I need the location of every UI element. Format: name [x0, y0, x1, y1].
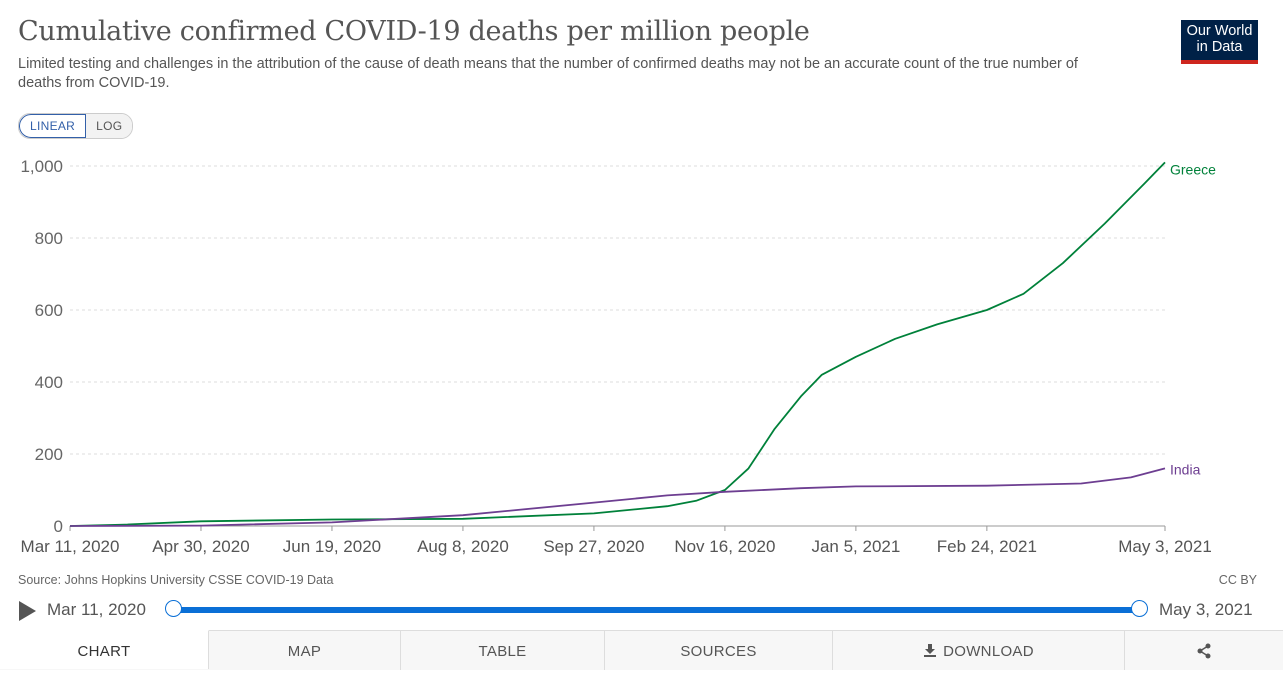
x-tick-label: Apr 30, 2020 [152, 537, 249, 556]
x-tick-label: Jan 5, 2021 [811, 537, 900, 556]
y-tick-label: 200 [35, 445, 63, 464]
timeline-end-handle[interactable] [1131, 600, 1148, 617]
timeline-track[interactable] [173, 607, 1139, 613]
x-tick-label: Mar 11, 2020 [21, 537, 120, 556]
y-tick-label: 1,000 [20, 157, 63, 176]
x-tick-label: Nov 16, 2020 [674, 537, 775, 556]
scale-toggle: LINEAR LOG [18, 113, 134, 139]
tab-bar: CHART MAP TABLE SOURCES DOWNLOAD [0, 630, 1283, 670]
timeline-end-label: May 3, 2021 [1159, 600, 1253, 619]
timeline-start-label: Mar 11, 2020 [47, 600, 146, 619]
download-icon [924, 644, 937, 657]
source-note[interactable]: Source: Johns Hopkins University CSSE CO… [18, 573, 334, 587]
series-label-india: India [1170, 461, 1201, 477]
x-tick-label: May 3, 2021 [1118, 537, 1212, 556]
chart-subtitle: Limited testing and challenges in the at… [18, 56, 1078, 91]
x-tick-label: Jun 19, 2020 [283, 537, 381, 556]
y-tick-label: 800 [35, 229, 63, 248]
share-icon [1197, 643, 1211, 659]
x-tick-label: Aug 8, 2020 [417, 537, 509, 556]
x-tick-label: Sep 27, 2020 [543, 537, 644, 556]
logo-line-1: Our World [1186, 23, 1253, 39]
timeline-start-handle[interactable] [165, 600, 182, 617]
tab-table[interactable]: TABLE [401, 631, 605, 670]
license-label[interactable]: CC BY [1218, 573, 1257, 587]
series-line-india [69, 467, 1166, 527]
tab-download[interactable]: DOWNLOAD [833, 631, 1125, 670]
tab-map[interactable]: MAP [209, 631, 401, 670]
tab-sources[interactable]: SOURCES [605, 631, 833, 670]
y-tick-label: 0 [54, 517, 63, 536]
play-icon[interactable] [19, 601, 36, 621]
linear-scale-button[interactable]: LINEAR [19, 114, 87, 138]
owid-logo[interactable]: Our World in Data [1181, 20, 1258, 64]
chart-title: Cumulative confirmed COVID-19 deaths per… [18, 16, 810, 47]
y-tick-label: 600 [35, 301, 63, 320]
series-line-greece [69, 161, 1166, 527]
line-chart: 0 200 400 600 800 1,000 Mar 11, 2020 Apr 30, 20… [20, 157, 1216, 556]
series-label-greece: Greece [1170, 161, 1216, 177]
tab-chart[interactable]: CHART [0, 630, 209, 669]
logo-line-2: in Data [1196, 39, 1243, 55]
tab-download-label: DOWNLOAD [943, 643, 1034, 660]
log-scale-button[interactable]: LOG [86, 114, 133, 138]
tab-share[interactable] [1125, 631, 1283, 670]
y-tick-label: 400 [35, 373, 63, 392]
timeline: Mar 11, 2020 May 3, 2021 [0, 597, 1283, 625]
x-tick-label: Feb 24, 2021 [937, 537, 1037, 556]
